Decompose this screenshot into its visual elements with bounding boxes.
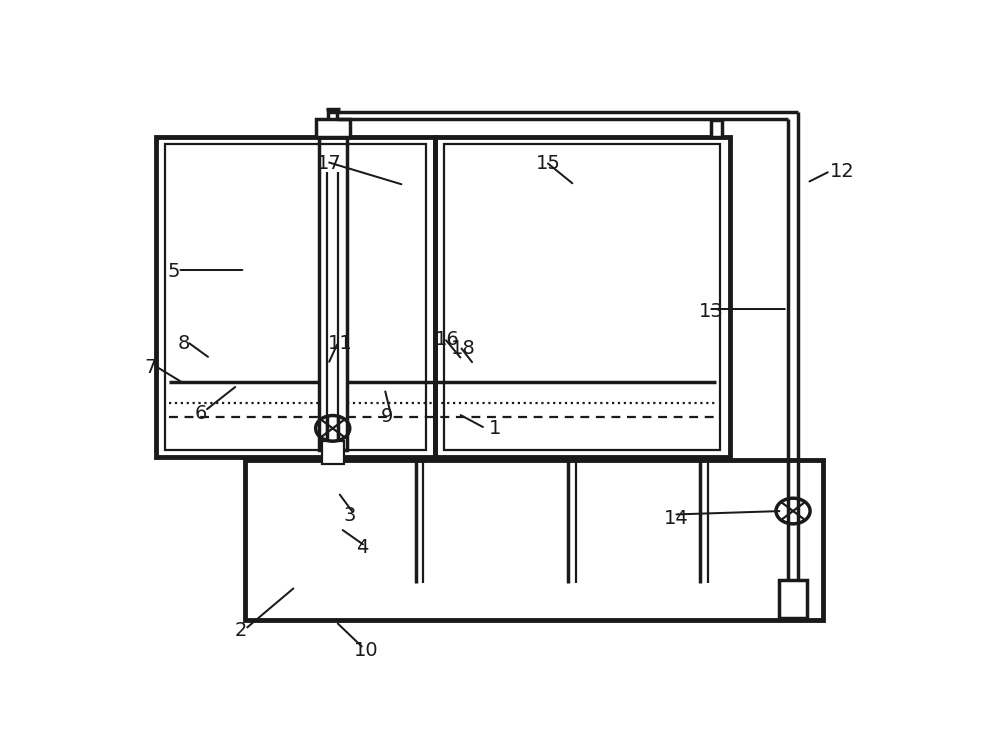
Text: 7: 7 (144, 358, 157, 376)
Bar (316, 119, 350, 138)
Text: 18: 18 (450, 339, 475, 358)
Bar (165, 144, 426, 451)
Text: 6: 6 (195, 404, 207, 423)
Text: 1: 1 (489, 419, 502, 438)
Bar (711, 119, 722, 138)
Text: 9: 9 (381, 407, 393, 426)
Text: 15: 15 (536, 154, 561, 173)
Text: 16: 16 (435, 330, 460, 349)
Text: 8: 8 (178, 334, 190, 354)
Bar (245, 460, 822, 621)
Text: 11: 11 (328, 334, 353, 354)
Text: 5: 5 (168, 262, 180, 280)
Bar (444, 144, 720, 451)
Text: 12: 12 (830, 162, 855, 181)
Bar (319, 138, 347, 451)
Text: 4: 4 (356, 538, 368, 557)
Bar (156, 138, 435, 457)
Text: 3: 3 (344, 507, 356, 525)
Text: 14: 14 (664, 509, 688, 528)
Text: 13: 13 (698, 302, 723, 321)
Text: 17: 17 (317, 154, 342, 173)
Bar (779, 580, 807, 618)
Text: 2: 2 (235, 621, 247, 640)
Bar (322, 441, 344, 464)
Text: 10: 10 (354, 641, 378, 660)
Bar (435, 138, 730, 457)
